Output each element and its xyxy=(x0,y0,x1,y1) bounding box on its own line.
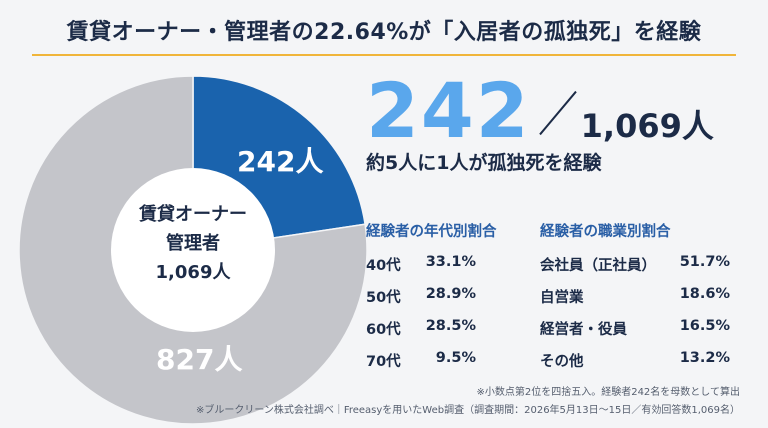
occupation-row-value: 16.5% xyxy=(679,318,730,334)
headline-count: 242 xyxy=(366,66,531,155)
donut-center-line-2: 管理者 xyxy=(166,233,220,254)
donut-label-not-experienced: 827人 xyxy=(156,343,243,376)
occupation-row-label: 経営者・役員 xyxy=(540,322,627,338)
occupation-row-value: 51.7% xyxy=(679,254,730,270)
headline-total: 1,069人 xyxy=(580,107,714,145)
age-row-label: 50代 xyxy=(366,290,401,306)
occupation-breakdown-heading: 経験者の職業別割合 xyxy=(540,224,671,240)
footnote-rounding: ※小数点第2位を四捨五入。経験者242名を母数として算出 xyxy=(476,387,740,398)
age-row-value: 28.9% xyxy=(425,286,476,302)
donut-chart xyxy=(18,75,368,425)
donut-label-experienced: 242人 xyxy=(237,145,324,178)
occupation-row-value: 13.2% xyxy=(679,350,730,366)
occupation-row-label: 自営業 xyxy=(540,290,584,306)
footnote-source: ※ブルークリーン株式会社調べ｜Freeasyを用いたWeb調査（調査期間：202… xyxy=(195,405,740,416)
occupation-row-label: その他 xyxy=(540,354,584,370)
donut-center-label: 賃貸オーナー 管理者 1,069人 xyxy=(113,200,273,287)
age-row-label: 70代 xyxy=(366,354,401,370)
page-title: 賃貸オーナー・管理者の22.64%が「入居者の孤独死」を経験 xyxy=(66,20,702,45)
donut-center-line-3: 1,069人 xyxy=(155,262,231,283)
age-row-label: 40代 xyxy=(366,258,401,274)
headline-figure: 242 1,069人 xyxy=(366,66,714,155)
donut-hole xyxy=(111,168,275,332)
age-breakdown-heading: 経験者の年代別割合 xyxy=(366,224,497,240)
headline-subtitle: 約5人に1人が孤独死を経験 xyxy=(366,152,602,174)
title-underline xyxy=(32,54,736,56)
slash-separator xyxy=(541,89,575,137)
age-row-value: 33.1% xyxy=(425,254,476,270)
occupation-row-label: 会社員（正社員） xyxy=(540,258,656,274)
age-row-label: 60代 xyxy=(366,322,401,338)
age-row-value: 28.5% xyxy=(425,318,476,334)
occupation-row-value: 18.6% xyxy=(679,286,730,302)
age-row-value: 9.5% xyxy=(435,350,476,366)
donut-center-line-1: 賃貸オーナー xyxy=(139,204,247,225)
